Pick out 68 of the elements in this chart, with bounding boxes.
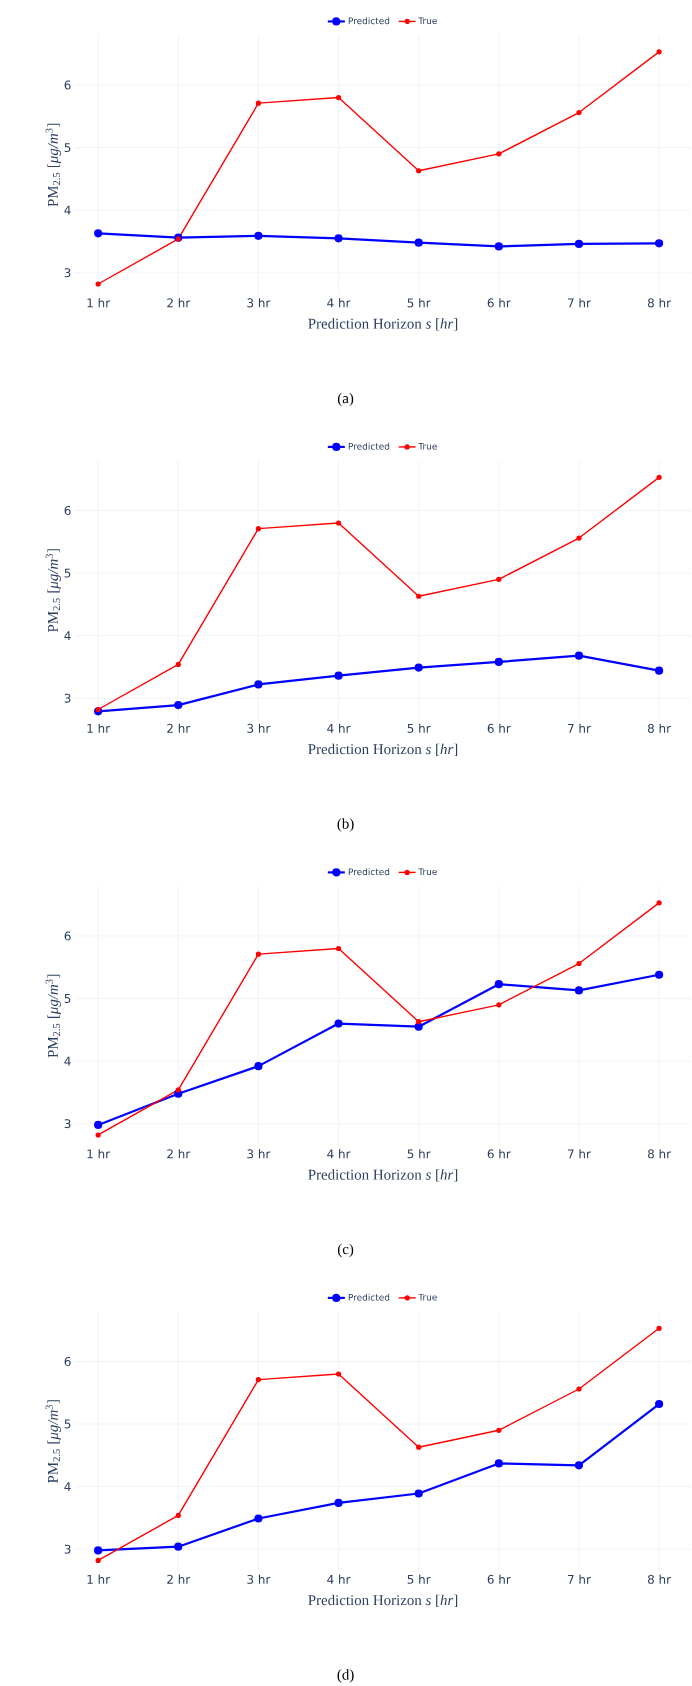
legend-label: Predicted <box>349 868 390 876</box>
y-tick-label: 6 <box>64 931 71 941</box>
y-tick-label: 5 <box>64 1419 71 1429</box>
y-axis-title: PM$_{2.5}$ [μg/m$^{3}$] <box>45 1400 62 1484</box>
legend-label: True <box>418 442 438 450</box>
text: (a) <box>338 392 354 407</box>
x-tick-label: 7 hr <box>568 298 592 308</box>
x-tick-label: 1 hr <box>87 298 111 308</box>
y-tick-label: 6 <box>64 80 71 90</box>
y-axis-title: PM$_{2.5}$ [μg/m$^{3}$] <box>45 974 62 1058</box>
x-axis-title: Prediction Horizon s [hr] <box>308 1594 458 1608</box>
x-axis-title: Prediction Horizon s [hr] <box>308 743 458 757</box>
x-tick-label: 5 hr <box>407 1574 431 1584</box>
y-tick-label: 4 <box>64 631 71 640</box>
text: (d) <box>337 1669 354 1683</box>
y-tick-label: 5 <box>64 994 71 1003</box>
x-tick-label: 5 hr <box>407 1149 431 1159</box>
x-tick-label: 6 hr <box>487 723 511 733</box>
x-tick-label: 3 hr <box>247 723 271 733</box>
y-tick-label: 6 <box>64 1356 71 1366</box>
x-tick-label: 4 hr <box>327 1149 351 1159</box>
text: (b) <box>337 818 354 832</box>
x-tick-label: 6 hr <box>487 1574 511 1584</box>
x-tick-label: 7 hr <box>568 1574 592 1584</box>
x-tick-label: 3 hr <box>247 1149 271 1159</box>
x-tick-label: 4 hr <box>327 1574 351 1584</box>
y-tick-label: 3 <box>64 1119 71 1129</box>
x-tick-label: 5 hr <box>407 723 431 733</box>
x-tick-label: 4 hr <box>327 298 351 308</box>
legend-label: True <box>418 17 438 25</box>
x-tick-label: 2 hr <box>167 1149 191 1159</box>
x-axis-title: Prediction Horizon s [hr] <box>308 318 458 331</box>
x-tick-label: 7 hr <box>568 723 592 733</box>
y-tick-label: 4 <box>64 1056 71 1066</box>
y-tick-label: 3 <box>64 1544 71 1554</box>
x-axis-title: Prediction Horizon s [hr] <box>308 1169 458 1182</box>
x-tick-label: 8 hr <box>648 1149 672 1159</box>
y-tick-label: 6 <box>64 505 71 516</box>
y-tick-label: 5 <box>64 568 71 578</box>
legend-label: Predicted <box>349 17 390 25</box>
y-tick-label: 3 <box>64 693 71 703</box>
x-tick-label: 7 hr <box>568 1149 592 1159</box>
legend-label: Predicted <box>349 442 390 450</box>
text: (c) <box>338 1243 354 1258</box>
legend-label: Predicted <box>349 1293 390 1301</box>
x-tick-label: 6 hr <box>487 1149 511 1159</box>
x-tick-label: 8 hr <box>648 723 672 733</box>
legend-label: True <box>418 1293 438 1301</box>
legend-label: True <box>418 868 438 876</box>
x-tick-label: 4 hr <box>327 723 351 733</box>
x-tick-label: 5 hr <box>407 298 431 308</box>
x-tick-label: 8 hr <box>648 298 672 308</box>
x-tick-label: 6 hr <box>487 298 511 308</box>
x-tick-label: 2 hr <box>167 723 191 733</box>
x-tick-label: 3 hr <box>247 1574 271 1584</box>
y-tick-label: 3 <box>64 268 71 278</box>
x-tick-label: 3 hr <box>247 298 271 308</box>
x-tick-label: 2 hr <box>167 298 191 308</box>
x-tick-label: 1 hr <box>87 1149 111 1159</box>
x-tick-label: 1 hr <box>87 723 111 733</box>
x-tick-label: 2 hr <box>167 1574 191 1584</box>
x-tick-label: 1 hr <box>87 1574 111 1584</box>
y-tick-label: 4 <box>64 1482 71 1491</box>
y-tick-label: 5 <box>64 143 71 153</box>
y-axis-title: PM$_{2.5}$ [μg/m$^{3}$] <box>45 123 62 207</box>
y-axis-title: PM$_{2.5}$ [μg/m$^{3}$] <box>45 549 62 633</box>
y-tick-label: 4 <box>64 205 71 215</box>
x-tick-label: 8 hr <box>648 1574 672 1584</box>
